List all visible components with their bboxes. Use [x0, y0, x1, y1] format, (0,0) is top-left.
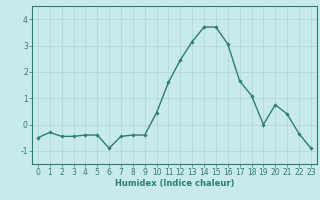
X-axis label: Humidex (Indice chaleur): Humidex (Indice chaleur) [115, 179, 234, 188]
